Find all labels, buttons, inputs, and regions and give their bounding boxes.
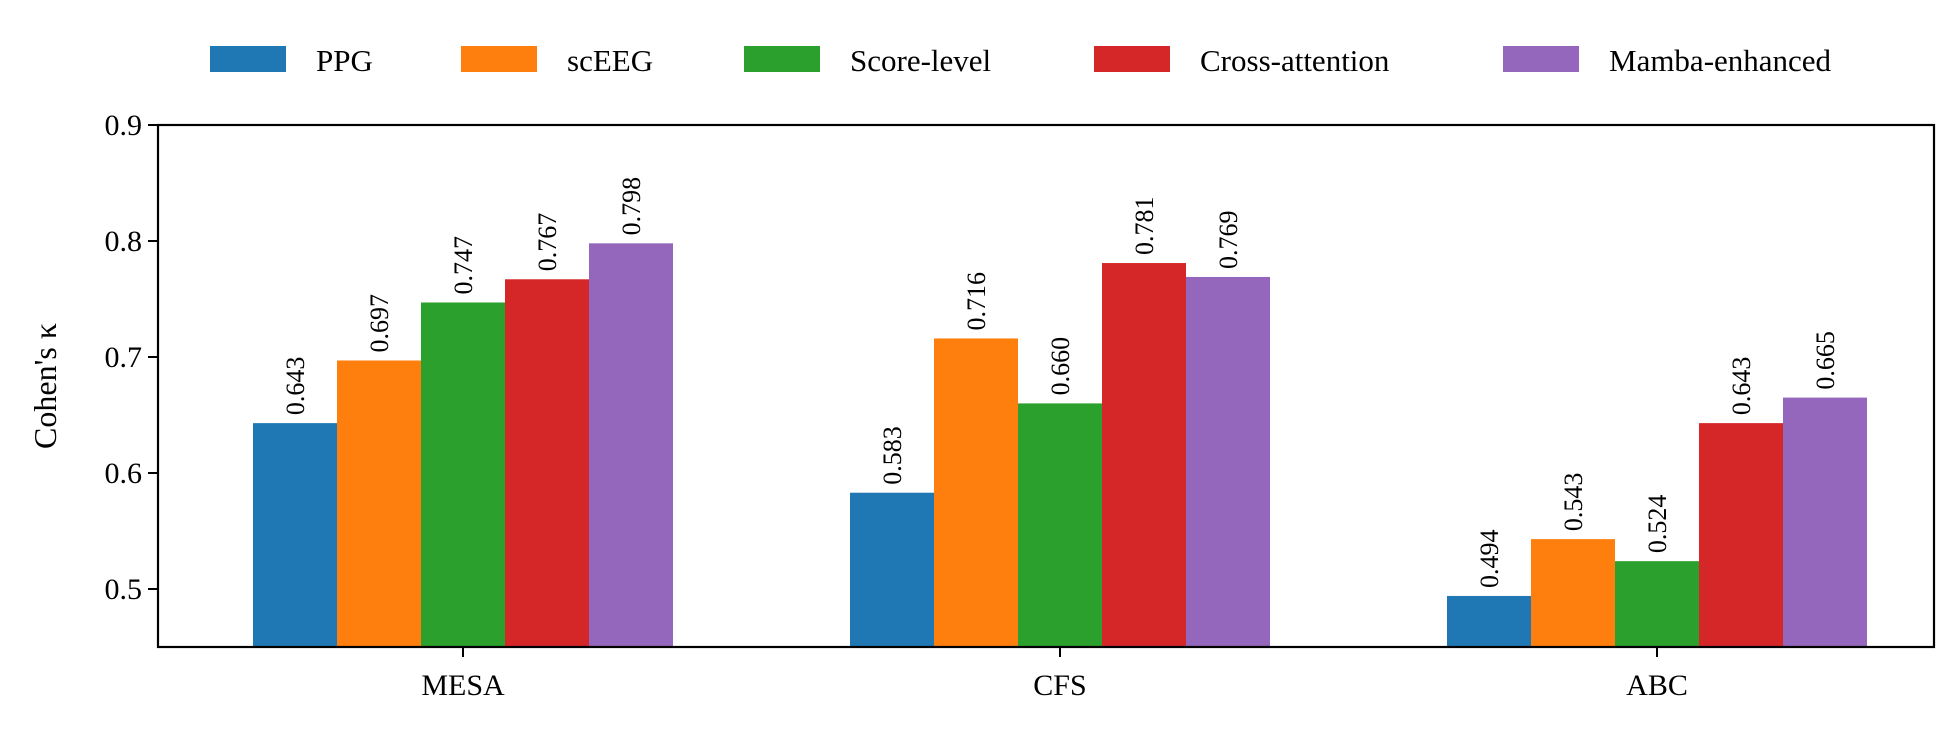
bar	[1018, 403, 1102, 647]
legend-swatch	[1503, 46, 1579, 72]
bar	[1699, 423, 1783, 647]
y-axis: 0.5 0.6 0.7 0.8 0.9	[105, 109, 158, 606]
bar	[589, 243, 673, 647]
y-tick-label: 0.8	[105, 225, 143, 258]
legend-label: Cross-attention	[1200, 43, 1390, 78]
legend-label: Score-level	[850, 43, 991, 78]
bar	[1531, 539, 1615, 647]
y-tick-label: 0.6	[105, 457, 143, 490]
bar-value-label: 0.665	[1811, 331, 1840, 390]
legend-label: scEEG	[567, 43, 653, 78]
bar	[1783, 397, 1867, 647]
bar-value-label: 0.524	[1643, 495, 1672, 554]
bar-value-label: 0.543	[1559, 473, 1588, 532]
legend-swatch	[210, 46, 286, 72]
bar-value-label: 0.643	[1727, 357, 1756, 416]
bar	[1186, 276, 1270, 647]
bar	[505, 279, 589, 647]
bar	[1447, 595, 1531, 647]
legend-label: PPG	[316, 43, 373, 78]
x-tick-label: CFS	[1033, 669, 1086, 702]
legend-swatch	[1094, 46, 1170, 72]
bar	[253, 423, 337, 647]
bar-value-label: 0.767	[533, 213, 562, 272]
x-axis: MESA CFS ABC	[421, 647, 1688, 702]
legend: PPG scEEG Score-level Cross-attention Mamba-…	[210, 43, 1832, 78]
legend-swatch	[744, 46, 820, 72]
bars-layer	[253, 243, 1867, 647]
bar	[1102, 263, 1186, 647]
bar-value-label: 0.643	[281, 357, 310, 416]
y-axis-title: Cohen's κ	[27, 323, 63, 449]
bar-value-label: 0.781	[1130, 197, 1159, 256]
y-tick-label: 0.9	[105, 109, 143, 142]
legend-label: Mamba-enhanced	[1609, 43, 1832, 78]
bar-labels-layer: 0.643 0.697 0.747 0.767 0.798 0.583 0.716 0.660…	[281, 177, 1840, 588]
legend-swatch	[461, 46, 537, 72]
x-tick-label: ABC	[1626, 669, 1688, 702]
bar-value-label: 0.583	[878, 426, 907, 485]
bar-value-label: 0.798	[617, 177, 646, 236]
bar-value-label: 0.747	[449, 236, 478, 295]
bar	[1615, 561, 1699, 647]
bar-value-label: 0.697	[365, 294, 394, 353]
bar	[337, 360, 421, 647]
bar-value-label: 0.494	[1475, 529, 1504, 588]
bar-value-label: 0.769	[1214, 210, 1243, 269]
plot-frame	[156, 123, 1936, 649]
bar-value-label: 0.716	[962, 272, 991, 331]
bar-value-label: 0.660	[1046, 337, 1075, 396]
bar	[850, 492, 934, 647]
y-tick-label: 0.7	[105, 341, 143, 374]
y-tick-label: 0.5	[105, 573, 143, 606]
x-tick-label: MESA	[421, 669, 505, 702]
bar	[934, 338, 1018, 647]
bar	[421, 302, 505, 647]
